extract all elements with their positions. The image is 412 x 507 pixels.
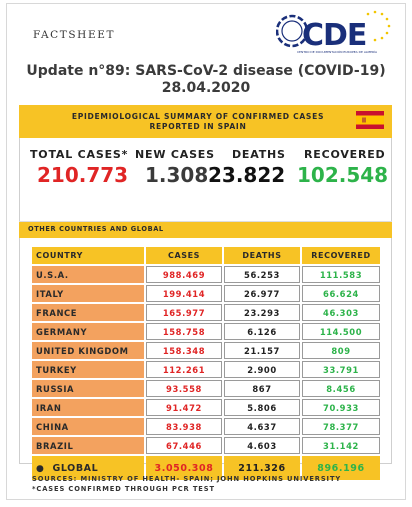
table-row: GERMANY 158.758 6.126 114.500 [32, 323, 380, 340]
banner-line-2: REPORTED IN SPAIN [149, 122, 247, 131]
global-recovered: 896.196 [302, 456, 380, 480]
deaths-value: 23.293 [224, 304, 300, 321]
cases-value: 158.348 [146, 342, 222, 359]
global-deaths: 211.326 [224, 456, 300, 480]
banner-line-1: EPIDEMIOLOGICAL SUMMARY OF CONFIRMED CAS… [71, 112, 325, 121]
table-row: UNITED KINGDOM 158.348 21.157 809 [32, 342, 380, 359]
country-name: CHINA [32, 418, 144, 435]
global-total-row: ● GLOBAL 3.050.308 211.326 896.196 [32, 456, 380, 480]
divider [19, 221, 392, 222]
recovered-column-header: RECOVERED [302, 247, 380, 264]
deaths-label: DEATHS [232, 148, 286, 161]
country-name: FRANCE [32, 304, 144, 321]
recovered-value: 33.791 [302, 361, 380, 378]
recovered-value: 8.456 [302, 380, 380, 397]
global-cases: 3.050.308 [146, 456, 222, 480]
spain-banner [19, 105, 392, 138]
deaths-column-header: DEATHS [224, 247, 300, 264]
cases-value: 165.977 [146, 304, 222, 321]
update-title: Update n°89: SARS-CoV-2 disease (COVID-1… [20, 63, 392, 97]
new-cases-label: NEW CASES [135, 148, 215, 161]
country-column-header: COUNTRY [32, 247, 144, 264]
logo-text: CDE [302, 18, 366, 53]
cde-logo: CDE [276, 10, 391, 53]
table-header-row: COUNTRY CASES DEATHS RECOVERED [32, 247, 380, 264]
recovered-value: 46.303 [302, 304, 380, 321]
table-row: TURKEY 112.261 2.900 33.791 [32, 361, 380, 378]
recovered-label: RECOVERED [304, 148, 386, 161]
page-frame [6, 3, 406, 500]
deaths-value: 26.977 [224, 285, 300, 302]
spain-flag-icon [356, 111, 384, 129]
other-countries-heading: OTHER COUNTRIES AND GLOBAL [28, 225, 164, 233]
recovered-value: 66.624 [302, 285, 380, 302]
recovered-value: 70.933 [302, 399, 380, 416]
deaths-value: 2.900 [224, 361, 300, 378]
cases-value: 199.414 [146, 285, 222, 302]
recovered-value: 78.377 [302, 418, 380, 435]
logo-subtitle: CENTRO DE DOCUMENTACIÓN EUROPEA DE ALMER… [296, 50, 378, 54]
other-countries-heading-bar [19, 222, 392, 238]
deaths-value: 56.253 [224, 266, 300, 283]
cases-value: 93.558 [146, 380, 222, 397]
sources-text: SOURCES: MINISTRY OF HEALTH- SPAIN; JOHN… [32, 475, 342, 483]
country-name: UNITED KINGDOM [32, 342, 144, 359]
cases-value: 158.758 [146, 323, 222, 340]
deaths-value: 5.806 [224, 399, 300, 416]
recovered-value: 31.142 [302, 437, 380, 454]
table-row: U.S.A. 988.469 56.253 111.583 [32, 266, 380, 283]
sources-footer: SOURCES: MINISTRY OF HEALTH- SPAIN; JOHN… [32, 474, 341, 494]
country-name: IRAN [32, 399, 144, 416]
recovered-value: 114.500 [302, 323, 380, 340]
cases-value: 83.938 [146, 418, 222, 435]
country-name: U.S.A. [32, 266, 144, 283]
table-row: RUSSIA 93.558 867 8.456 [32, 380, 380, 397]
deaths-value: 867 [224, 380, 300, 397]
title-date: 28.04.2020 [161, 80, 251, 96]
new-cases-value: 1.308 [145, 163, 209, 187]
country-name: GERMANY [32, 323, 144, 340]
country-name: TURKEY [32, 361, 144, 378]
deaths-value: 21.157 [224, 342, 300, 359]
spain-banner-text: EPIDEMIOLOGICAL SUMMARY OF CONFIRMED CAS… [48, 112, 348, 132]
cases-value: 112.261 [146, 361, 222, 378]
cases-column-header: CASES [146, 247, 222, 264]
table-row: IRAN 91.472 5.806 70.933 [32, 399, 380, 416]
total-cases-value: 210.773 [37, 163, 129, 187]
country-name: BRAZIL [32, 437, 144, 454]
factsheet-label: FACTSHEET [33, 29, 116, 41]
table-row: ITALY 199.414 26.977 66.624 [32, 285, 380, 302]
deaths-value: 4.637 [224, 418, 300, 435]
table-row: BRAZIL 67.446 4.603 31.142 [32, 437, 380, 454]
cases-value: 67.446 [146, 437, 222, 454]
country-name: ITALY [32, 285, 144, 302]
deaths-value: 4.603 [224, 437, 300, 454]
table-row: CHINA 83.938 4.637 78.377 [32, 418, 380, 435]
global-label: ● GLOBAL [32, 456, 144, 480]
deaths-value: 23.822 [208, 163, 286, 187]
total-cases-label: TOTAL CASES* [30, 148, 129, 161]
recovered-value: 102.548 [297, 163, 389, 187]
country-name: RUSSIA [32, 380, 144, 397]
pcr-note: *CASES CONFIRMED THROUGH PCR TEST [32, 485, 215, 493]
bullet-icon: ● [36, 463, 45, 474]
global-label-text: GLOBAL [52, 462, 99, 474]
cases-value: 988.469 [146, 266, 222, 283]
countries-table: COUNTRY CASES DEATHS RECOVERED U.S.A. 98… [30, 245, 382, 482]
table-row: FRANCE 165.977 23.293 46.303 [32, 304, 380, 321]
deaths-value: 6.126 [224, 323, 300, 340]
recovered-value: 809 [302, 342, 380, 359]
cases-value: 91.472 [146, 399, 222, 416]
title-line-1: Update n°89: SARS-CoV-2 disease (COVID-1… [26, 63, 386, 79]
recovered-value: 111.583 [302, 266, 380, 283]
